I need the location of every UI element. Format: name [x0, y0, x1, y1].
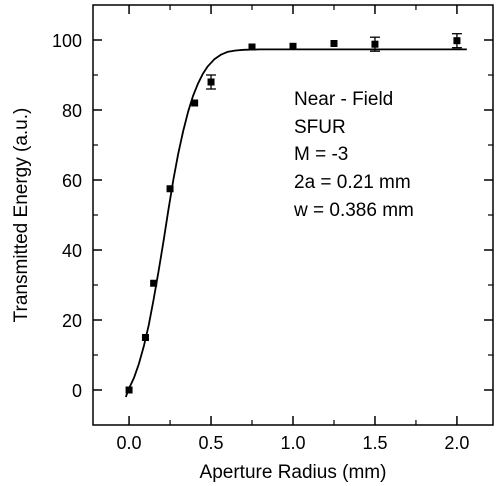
annotation-aperture-2a: 2a = 0.21 mm: [294, 172, 411, 193]
x-tick-label: 1.5: [362, 433, 387, 453]
data-point: [330, 40, 338, 47]
data-point: [453, 37, 461, 45]
y-axis-label: Transmitted Energy (a.u.): [11, 108, 32, 323]
y-tick-label: 0: [72, 381, 82, 401]
y-tick-label: 20: [62, 311, 82, 331]
y-tick-label: 60: [62, 171, 82, 191]
data-point: [248, 43, 256, 51]
annotation-beam-waist: w = 0.386 mm: [293, 200, 414, 221]
data-point: [150, 279, 158, 287]
x-axis-ticks: 0.0 0.5 1.0 1.5 2.0: [117, 5, 469, 453]
annotation-block: Near - Field SFUR M = -3 2a = 0.21 mm w …: [293, 89, 414, 221]
x-tick-label: 1.0: [280, 433, 305, 453]
data-point: [207, 78, 215, 86]
fit-curve: [124, 48, 467, 398]
data-point: [289, 42, 297, 50]
annotation-near-field: Near - Field: [294, 89, 393, 110]
data-point: [166, 185, 174, 193]
y-tick-label: 80: [62, 101, 82, 121]
y-axis-ticks: 0 20 40 60 80 100: [52, 31, 493, 401]
plot-frame: [92, 4, 494, 426]
data-point: [141, 334, 149, 341]
annotation-magnification: M = -3: [294, 144, 348, 165]
data-point: [371, 40, 379, 48]
x-axis-label: Aperture Radius (mm): [200, 462, 387, 483]
data-point: [125, 386, 133, 394]
data-points-layer: [125, 33, 462, 394]
y-tick-label: 100: [52, 31, 82, 51]
x-tick-label: 2.0: [444, 433, 469, 453]
annotation-sfur: SFUR: [294, 117, 346, 138]
y-tick-label: 40: [62, 241, 82, 261]
fit-curve-layer: [124, 48, 467, 398]
data-point: [191, 99, 199, 107]
x-tick-label: 0.5: [199, 433, 224, 453]
x-tick-label: 0.0: [117, 433, 142, 453]
